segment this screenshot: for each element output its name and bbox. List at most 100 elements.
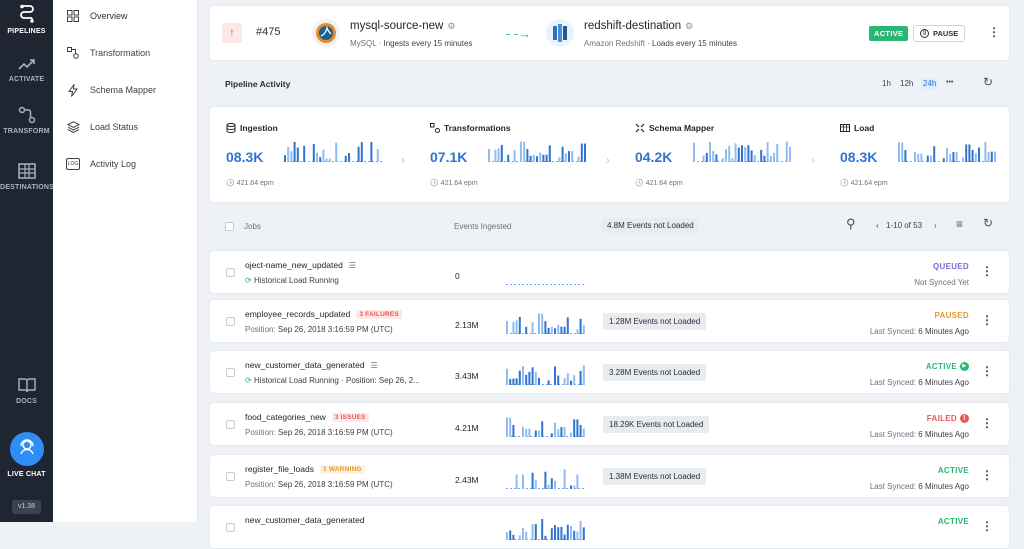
sparkline-bar <box>506 531 508 540</box>
range-more-icon[interactable]: ••• <box>946 79 954 86</box>
job-checkbox[interactable] <box>226 472 235 481</box>
more-options-icon[interactable]: ⋮ <box>988 25 1000 39</box>
metric-epm: 🕓 421.64 epm <box>840 180 888 187</box>
filter-icon[interactable]: ≡ <box>956 217 964 231</box>
sync-icon: ⟳ <box>245 376 254 385</box>
sparkline-bar <box>506 417 508 437</box>
job-name: oject-name_new_updated <box>245 260 343 270</box>
job-name-row[interactable]: oject-name_new_updated ☰ <box>245 260 356 270</box>
job-row[interactable]: register_file_loads 1 WARNING Position: Se… <box>209 454 1010 498</box>
job-checkbox[interactable] <box>226 268 235 277</box>
metric-schema-mapper[interactable]: Schema Mapper 04.2K 🕓 421.64 epm <box>619 107 819 204</box>
job-name-row[interactable]: food_categories_new 3 ISSUES <box>245 412 369 422</box>
job-more-options-icon[interactable]: ⋮ <box>981 416 993 430</box>
job-row[interactable]: oject-name_new_updated ☰ ⟳ Historical Load… <box>209 250 1010 294</box>
sparkline-bar <box>518 370 521 385</box>
job-more-options-icon[interactable]: ⋮ <box>981 313 993 327</box>
job-events-ingested: 2.13M <box>455 320 479 330</box>
job-row[interactable]: new_customer_data_generated ACTIVE ⋮ <box>209 505 1010 549</box>
job-row[interactable]: food_categories_new 3 ISSUES Position: Sep… <box>209 402 1010 446</box>
job-checkbox[interactable] <box>226 523 235 532</box>
sparkline-bar <box>547 327 550 334</box>
sparkline-bar <box>702 155 705 162</box>
log-icon-text: LOG <box>65 158 81 170</box>
rail-destinations[interactable]: DESTINATIONS <box>0 162 54 191</box>
sparkline-bar <box>536 156 538 162</box>
sparkline-bar <box>753 155 756 162</box>
job-status: FAILED! <box>927 414 969 423</box>
sparkline-bar <box>550 326 553 334</box>
job-subtitle-value: Historical Load Running <box>253 276 339 285</box>
rail-activate[interactable]: ACTIVATE <box>0 56 53 83</box>
job-position-label: Position: <box>245 480 276 489</box>
select-all-checkbox[interactable] <box>225 222 234 231</box>
pause-button[interactable]: || PAUSE <box>913 25 966 42</box>
lightning-icon <box>66 83 80 97</box>
range-12h[interactable]: 12h <box>900 79 914 88</box>
alert-icon: ! <box>960 414 969 423</box>
sparkline-bar <box>990 151 993 162</box>
range-24h[interactable]: 24h <box>921 78 939 89</box>
sparkline-bar <box>525 428 528 437</box>
priority-up-icon: ↑ <box>222 23 242 43</box>
settings-icon[interactable]: ⚙ <box>685 20 694 31</box>
sparkline-bar <box>512 378 515 385</box>
rail-transform[interactable]: TRANSFORM <box>0 106 53 135</box>
job-row[interactable]: employee_records_updated 3 FAILURES Positi… <box>209 299 1010 343</box>
settings-icon[interactable]: ⚙ <box>447 20 456 31</box>
job-more-options-icon[interactable]: ⋮ <box>981 519 993 533</box>
job-last-synced-value: 6 Minutes Ago <box>918 430 969 439</box>
sparkline-bar <box>766 142 769 162</box>
refresh-icon[interactable]: ↻ <box>983 75 994 89</box>
subnav-item-activity-log[interactable]: LOG Activity Log <box>65 156 136 172</box>
job-more-options-icon[interactable]: ⋮ <box>981 264 993 278</box>
job-name-row[interactable]: new_customer_data_generated ☰ <box>245 360 378 370</box>
sparkline-bar <box>949 154 952 162</box>
job-checkbox[interactable] <box>226 420 235 429</box>
destination-name-row[interactable]: redshift-destination ⚙ <box>584 20 693 32</box>
sparkline-bar <box>284 155 286 162</box>
sparkline-bar <box>512 534 515 540</box>
rail-docs[interactable]: DOCS <box>0 376 53 405</box>
pipeline-status-badge: ACTIVE <box>869 26 909 41</box>
subnav-overview-label: Overview <box>90 11 128 21</box>
subnav-item-transformation[interactable]: Transformation <box>66 45 150 61</box>
subnav-item-overview[interactable]: Overview <box>66 8 128 24</box>
metric-load[interactable]: Load 08.3K 🕓 421.64 epm <box>824 107 1024 204</box>
job-name-row[interactable]: employee_records_updated 3 FAILURES <box>245 309 402 319</box>
sparkline-bar <box>570 485 572 489</box>
next-page-icon[interactable]: › <box>934 221 937 230</box>
source-name-row[interactable]: mysql-source-new ⚙ <box>350 20 455 32</box>
job-row[interactable]: new_customer_data_generated ☰ ⟳ Historical… <box>209 350 1010 394</box>
range-1h[interactable]: 1h <box>882 79 891 88</box>
job-subtitle-value: Historical Load Running · Position: Sep … <box>253 376 420 385</box>
sparkline-bar <box>534 371 537 385</box>
metric-transformations[interactable]: Transformations 07.1K 🕓 421.64 epm <box>414 107 614 204</box>
subnav-item-schema-mapper[interactable]: Schema Mapper <box>66 82 156 98</box>
job-status-label: PAUSED <box>934 311 969 320</box>
rail-pipelines-label: PIPELINES <box>7 28 46 35</box>
sparkline-bar <box>785 141 788 162</box>
sparkline-bar <box>712 150 715 162</box>
metric-ingestion[interactable]: Ingestion 08.3K 🕓 421.64 epm <box>210 107 410 204</box>
job-checkbox[interactable] <box>226 368 235 377</box>
subnav-item-load-status[interactable]: Load Status <box>66 119 138 135</box>
sparkline-bar <box>544 471 547 489</box>
prev-page-icon[interactable]: ‹ <box>876 221 879 230</box>
sparkline-bar <box>576 474 579 489</box>
search-icon[interactable]: ⚲ <box>846 216 856 231</box>
refresh-icon[interactable]: ↻ <box>983 216 994 230</box>
job-name-row[interactable]: register_file_loads 1 WARNING <box>245 464 365 474</box>
job-checkbox[interactable] <box>226 317 235 326</box>
sparkline-bar <box>532 154 535 162</box>
sparkline-bar <box>731 158 734 162</box>
sparkline-bar <box>544 321 547 334</box>
rail-live-chat[interactable]: LIVE CHAT <box>0 432 53 478</box>
sparkline-bar <box>744 146 747 162</box>
rail-pipelines[interactable]: PIPELINES <box>0 4 53 35</box>
job-more-options-icon[interactable]: ⋮ <box>981 364 993 378</box>
job-not-loaded-badge: 3.28M Events not Loaded <box>603 364 707 381</box>
job-name-row[interactable]: new_customer_data_generated <box>245 515 365 525</box>
job-more-options-icon[interactable]: ⋮ <box>981 468 993 482</box>
sparkline-bar <box>520 141 522 162</box>
